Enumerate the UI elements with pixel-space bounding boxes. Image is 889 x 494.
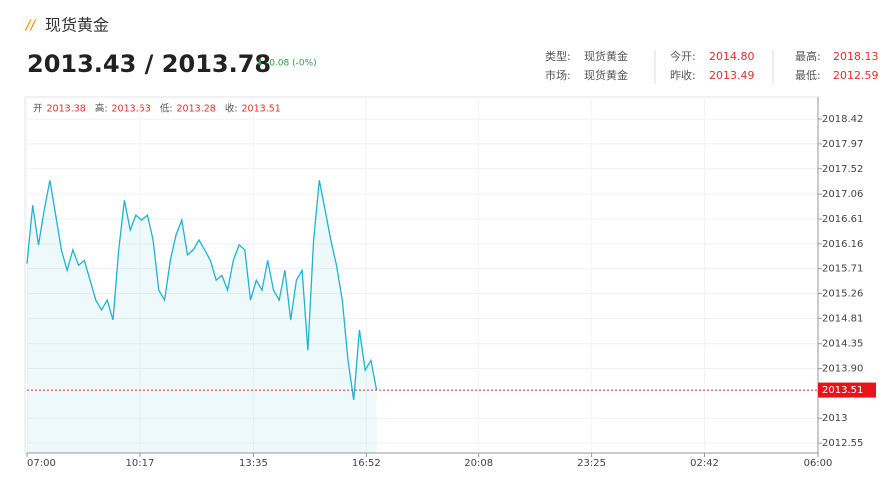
y-tick-label: 2016.16 (822, 239, 863, 250)
area (27, 180, 377, 454)
x-tick-label: 10:17 (126, 458, 155, 469)
price: 2013.43 / 2013.78 (27, 50, 271, 78)
ohlc-value: 2013.51 (242, 104, 281, 115)
x-tick-label: 20:08 (464, 458, 493, 469)
price-line (26, 180, 378, 401)
change: -0.08 (-0%) (266, 59, 317, 69)
y-tick-label: 2017.06 (822, 189, 863, 200)
info-label: 最高: (795, 49, 821, 63)
y-tick-label: 2014.81 (822, 313, 863, 324)
info-label: 类型: (545, 49, 571, 63)
info-value: 2012.59 (833, 69, 879, 82)
info-value: 2018.13 (833, 50, 879, 63)
current-price-box (818, 382, 876, 398)
y-tick-label: 2017.52 (822, 164, 863, 175)
current-price-label: 2013.51 (822, 385, 863, 396)
x-tick-label: 16:52 (352, 458, 381, 469)
y-tick-label: 2015.71 (822, 264, 863, 275)
y-tick-label: 2015.26 (822, 288, 863, 299)
ohlc-value: 2013.53 (112, 104, 151, 115)
ohlc-label: 收: (225, 103, 238, 115)
y-tick-label: 2013 (822, 413, 847, 424)
down-arrow: ⬇ (256, 59, 264, 69)
y-tick-label: 2014.35 (822, 339, 863, 350)
ohlc-label: 高: (95, 103, 108, 115)
ohlc-value: 2013.38 (47, 104, 86, 115)
y-tick-label: 2018.42 (822, 114, 863, 125)
info-label: 市场: (545, 68, 571, 82)
title-icon: // (24, 19, 37, 34)
y-tick-label: 2017.97 (822, 139, 863, 150)
ohlc-value: 2013.28 (177, 104, 216, 115)
info-value: 现货黄金 (584, 49, 628, 63)
x-tick-label: 07:00 (27, 458, 56, 469)
x-tick-label: 23:25 (577, 458, 606, 469)
info-label: 今开: (670, 49, 696, 63)
ohlc-label: 低: (160, 103, 173, 115)
ohlc-label: 开 (33, 104, 43, 115)
info-label: 昨收: (670, 68, 696, 82)
title: 现货黄金 (45, 16, 109, 35)
info-label: 最低: (795, 69, 821, 82)
info-value: 2014.80 (709, 50, 755, 63)
x-tick-label: 02:42 (690, 458, 719, 469)
x-tick-label: 06:00 (804, 458, 833, 469)
y-tick-label: 2013.90 (822, 364, 863, 375)
y-tick-label: 2012.55 (822, 438, 863, 449)
info-value: 现货黄金 (584, 68, 628, 82)
y-tick-label: 2016.61 (822, 214, 863, 225)
x-tick-label: 13:35 (239, 458, 268, 469)
info-value: 2013.49 (709, 69, 755, 82)
